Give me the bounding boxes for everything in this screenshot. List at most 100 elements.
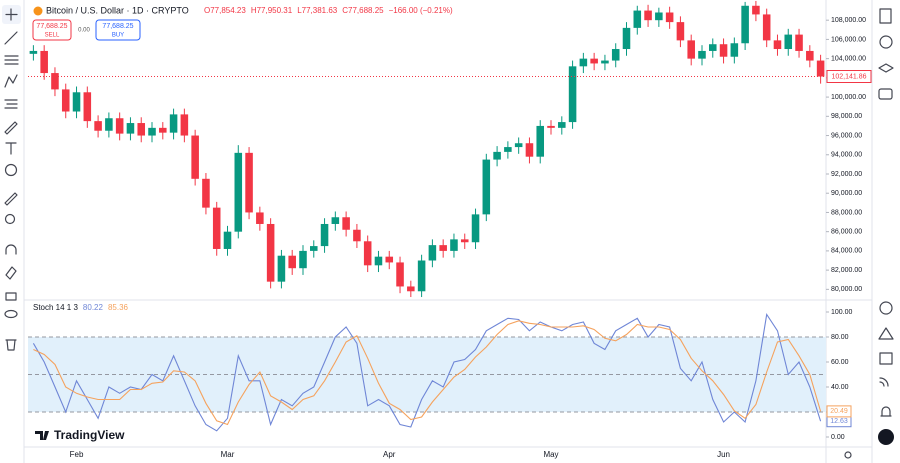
price-tick-label: 108,000.00 <box>831 17 866 24</box>
stoch-last-label: 12.63 <box>830 418 848 425</box>
candle-body <box>331 217 340 224</box>
ideas-icon[interactable] <box>878 327 894 340</box>
candle-body <box>611 49 620 61</box>
candle-body <box>687 40 695 59</box>
price-tick-label: 92,000.00 <box>831 171 862 178</box>
candle-body <box>385 256 394 263</box>
sell-label: SELL <box>45 33 60 39</box>
stoch-line <box>32 313 822 432</box>
candle-body <box>806 50 814 61</box>
right-toolbar <box>871 0 894 463</box>
tool-trendline[interactable] <box>4 31 18 45</box>
candle-body <box>493 151 501 160</box>
price-tick-label: 80,000.00 <box>831 286 862 293</box>
candle-body <box>417 260 426 292</box>
tool-text[interactable] <box>5 142 17 155</box>
symbol-logo <box>33 6 43 16</box>
tool-ruler[interactable] <box>4 192 18 206</box>
watchlist-icon[interactable] <box>879 8 892 24</box>
layers-icon[interactable] <box>878 63 894 73</box>
candle-body <box>159 127 167 133</box>
tool-brush[interactable] <box>4 121 18 135</box>
brand-logo <box>35 431 49 440</box>
time-tick-label: Jun <box>717 450 730 459</box>
price-tick-label: 82,000.00 <box>831 267 862 274</box>
candle-body <box>94 121 102 131</box>
last-price-box <box>826 70 872 84</box>
sell-button[interactable] <box>32 19 72 41</box>
candle-body <box>40 50 48 74</box>
candle-body <box>407 286 415 292</box>
tool-zoom[interactable] <box>4 213 16 225</box>
stoch-last-box <box>826 405 852 418</box>
candle-body <box>288 255 296 269</box>
candle-body <box>482 159 491 215</box>
candle-body <box>525 143 534 157</box>
price-tick-label: 104,000.00 <box>831 55 866 62</box>
notifications-icon[interactable] <box>880 406 892 417</box>
apps-icon[interactable] <box>878 429 894 445</box>
candle-body <box>51 73 59 90</box>
stoch-legend-value: 80.22 <box>83 303 104 312</box>
alerts-icon[interactable] <box>879 35 893 49</box>
candle-body <box>396 262 404 287</box>
tool-pattern[interactable] <box>4 74 18 88</box>
ohlc-value: L77,381.63 <box>297 6 338 15</box>
tool-lock-draw[interactable] <box>5 266 17 280</box>
candle-body <box>708 44 717 51</box>
calendar-icon[interactable] <box>879 352 893 365</box>
candle-body <box>83 92 92 122</box>
candle-body <box>126 123 135 134</box>
candle-body <box>191 135 199 179</box>
time-tick-label: May <box>543 450 558 459</box>
chat-icon[interactable] <box>878 88 893 100</box>
tool-fib[interactable] <box>4 55 19 65</box>
candle-body <box>547 125 555 128</box>
stoch-tick-label: 40.00 <box>831 384 849 391</box>
tool-magnet[interactable] <box>5 244 17 255</box>
price-tick-label: 90,000.00 <box>831 190 862 197</box>
tool-projection[interactable] <box>4 99 18 109</box>
candle-body <box>363 241 372 266</box>
ohlc-value: H77,950.31 <box>251 6 293 15</box>
stoch-line <box>33 320 822 426</box>
buy-button[interactable] <box>95 19 141 41</box>
ohlc-readout: O77,854.23 H77,950.31 L77,381.63 C77,688.25… <box>204 6 453 15</box>
tool-emoji[interactable] <box>4 163 18 177</box>
candle-body <box>202 178 210 208</box>
stoch-tick-label: 80.00 <box>831 334 849 341</box>
candle-body <box>180 114 189 136</box>
tool-trash[interactable] <box>5 339 17 351</box>
candle-body <box>504 147 512 152</box>
tool-crosshair[interactable] <box>5 8 18 21</box>
candle-body <box>536 125 545 157</box>
candle-body <box>29 50 38 54</box>
candle-body <box>558 122 566 128</box>
candle-body <box>223 231 232 249</box>
candle-body <box>579 58 588 67</box>
buy-label: BUY <box>112 33 124 39</box>
stoch-legend-value: 85.36 <box>108 303 129 312</box>
price-tick-label: 98,000.00 <box>831 113 862 120</box>
candle-body <box>773 40 782 50</box>
candle-body <box>795 34 803 51</box>
candle-body <box>655 12 663 21</box>
candle-body <box>762 14 771 41</box>
ohlc-value: −166.00 (−0.21%) <box>389 6 453 15</box>
settings-icon[interactable] <box>844 451 852 459</box>
candle-body <box>439 245 447 251</box>
tool-lock[interactable] <box>5 292 17 301</box>
time-tick-label: Mar <box>221 450 235 459</box>
tool-eye[interactable] <box>4 309 18 319</box>
stoch-last-label: 20.49 <box>830 408 848 415</box>
stream-icon[interactable] <box>879 377 889 387</box>
candle-body <box>590 58 598 64</box>
stoch-tick-label: 60.00 <box>831 359 849 366</box>
candle-body <box>428 245 437 261</box>
target-icon[interactable] <box>879 301 893 315</box>
candle-body <box>719 44 728 57</box>
time-tick-label: Feb <box>70 450 84 459</box>
buy-price: 77,688.25 <box>102 23 133 30</box>
symbol-title: Bitcoin / U.S. Dollar · 1D · CRYPTO <box>46 5 189 15</box>
